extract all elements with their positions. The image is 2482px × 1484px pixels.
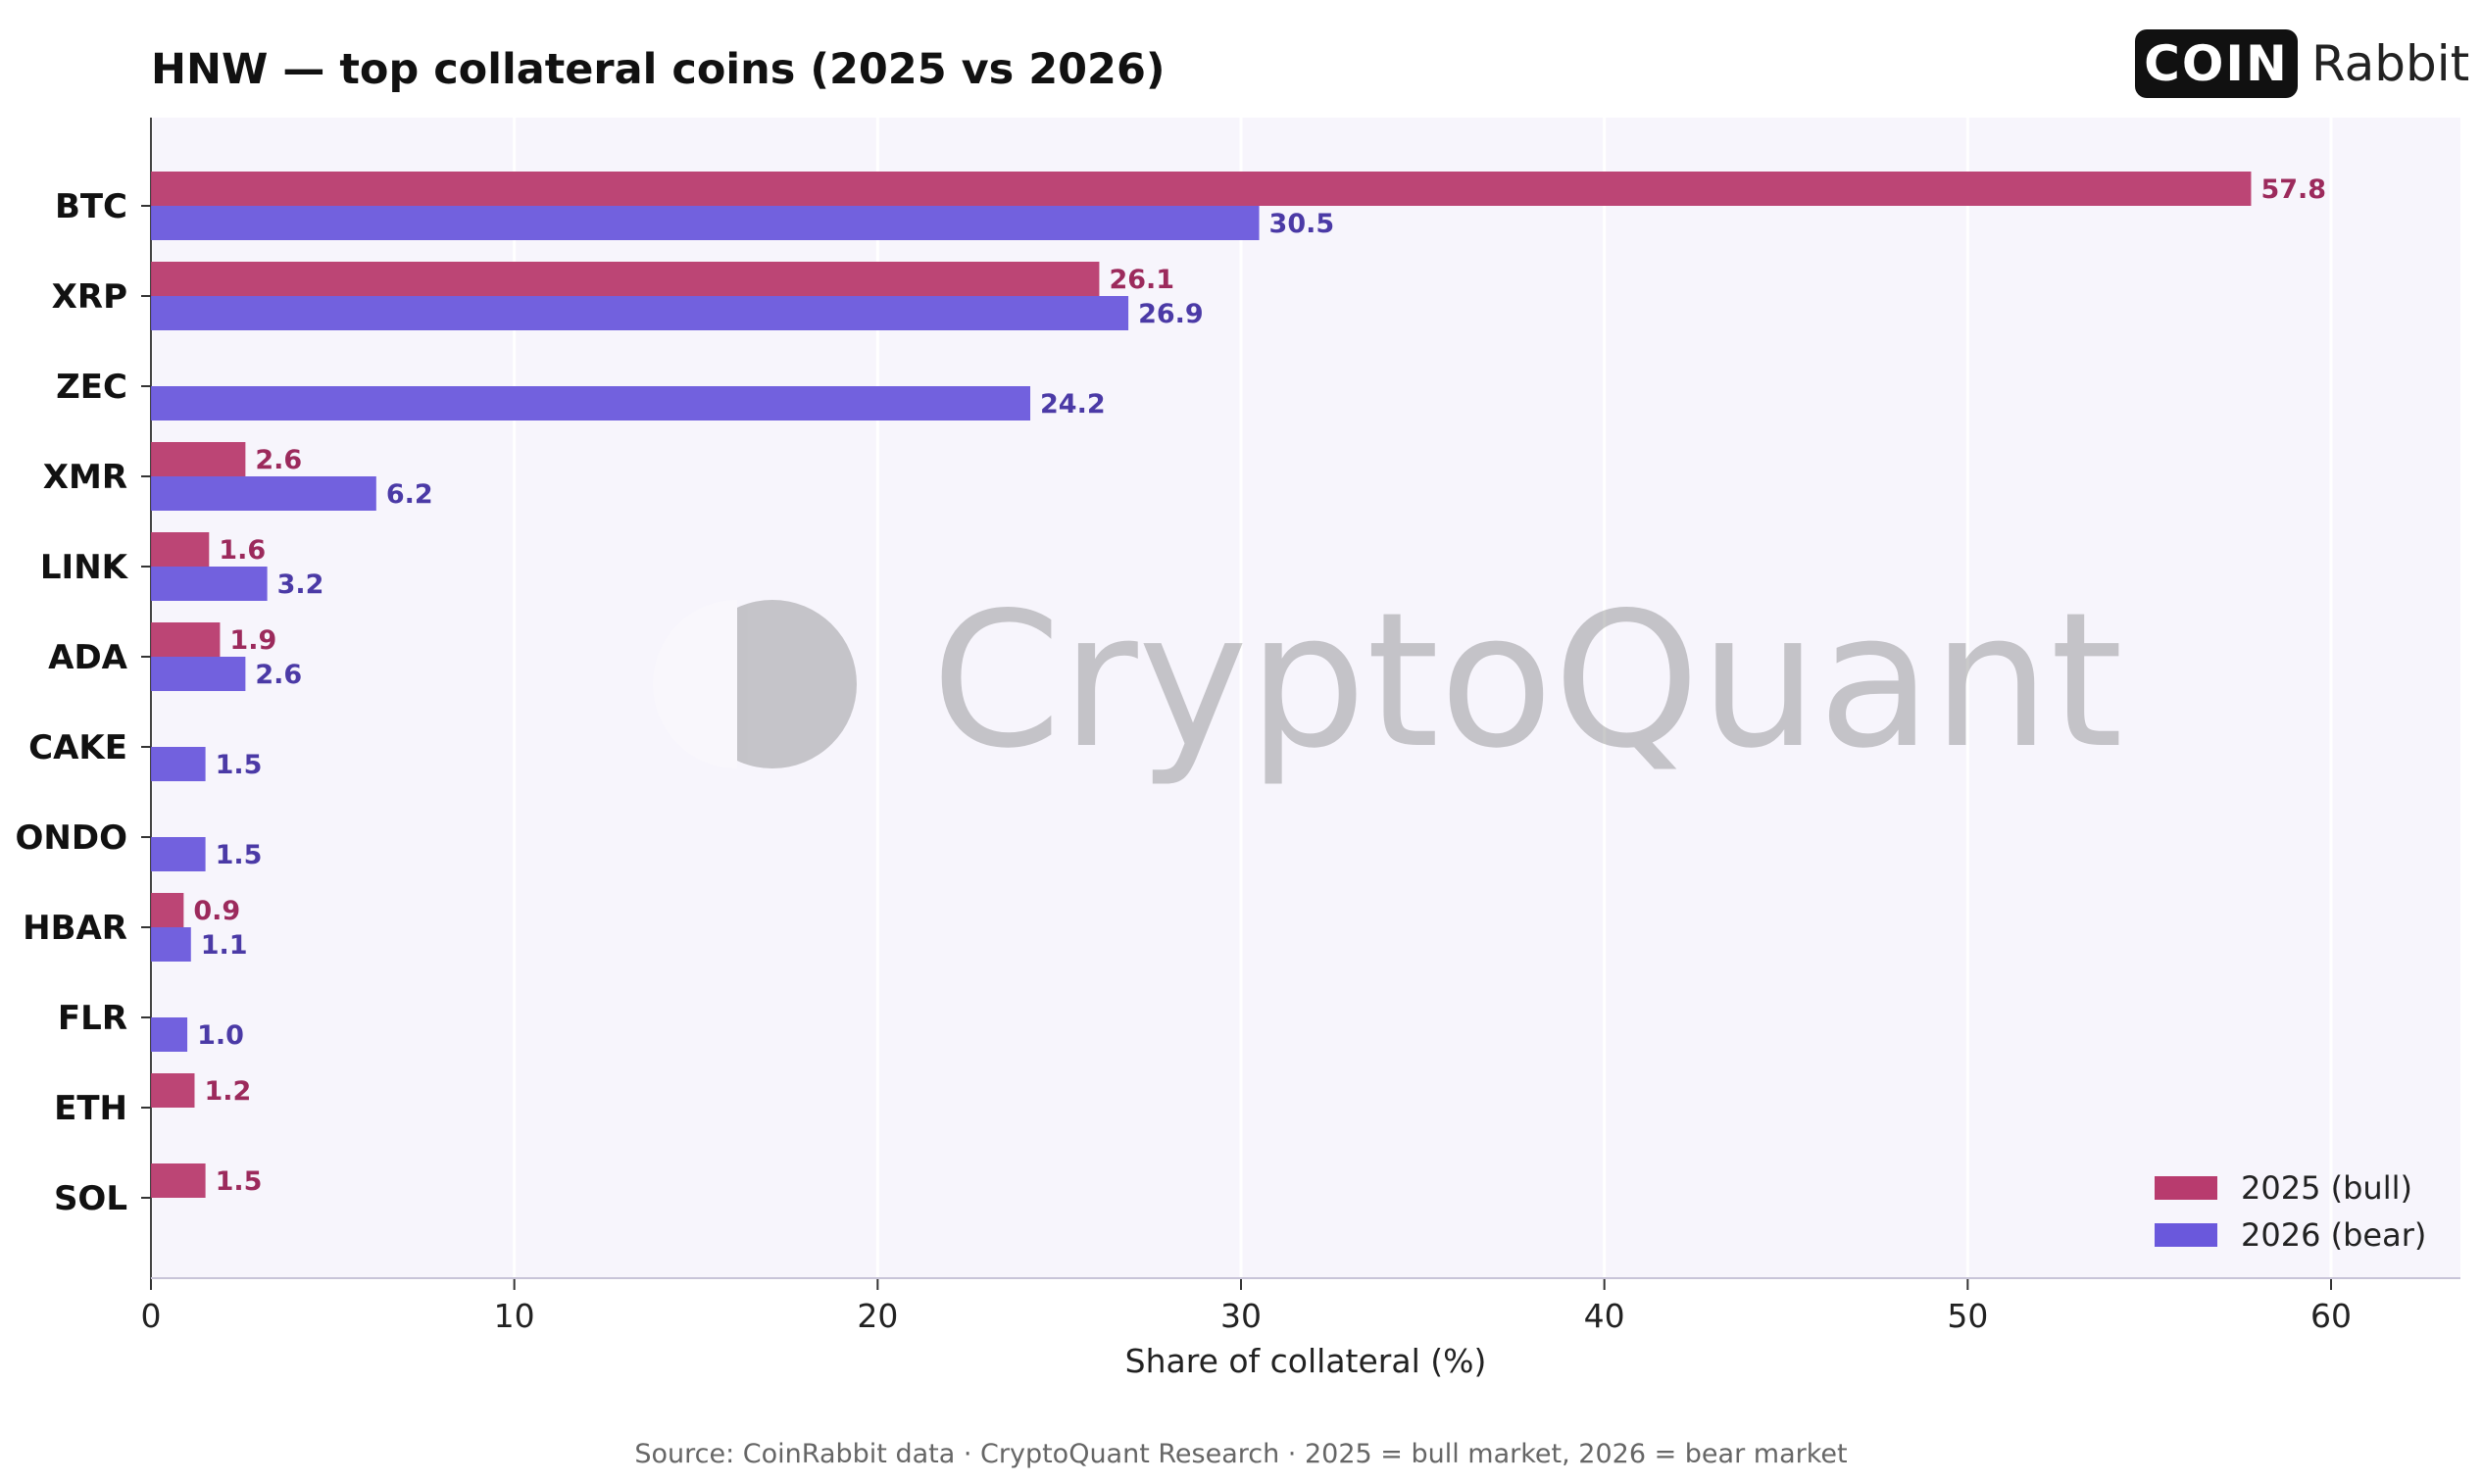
source-note: Source: CoinRabbit data · CryptoQuant Re…	[634, 1439, 1848, 1469]
y-tick-label: ONDO	[16, 818, 127, 858]
bar-value-label: 1.5	[216, 1166, 263, 1197]
bar-value-label: 1.0	[197, 1020, 244, 1051]
y-tick-label: XMR	[43, 458, 127, 497]
y-tick-label: HBAR	[23, 909, 127, 948]
y-tick-label: ZEC	[56, 368, 127, 407]
bar-2026-bear	[151, 476, 376, 511]
x-tick-label: 30	[1220, 1297, 1262, 1335]
chart-title: HNW — top collateral coins (2025 vs 2026…	[151, 45, 1166, 94]
watermark-text: CryptoQuant	[931, 572, 2123, 789]
x-tick-label: 40	[1584, 1297, 1625, 1335]
watermark-logo-icon	[688, 600, 857, 768]
bar-2026-bear	[151, 386, 1031, 420]
bar-2026-bear	[151, 567, 268, 601]
y-tick-label: CAKE	[28, 728, 127, 767]
y-tick-label: ETH	[54, 1089, 127, 1128]
y-tick-label: XRP	[52, 277, 127, 317]
bar-value-label: 1.5	[216, 840, 263, 870]
y-tick-label: FLR	[58, 999, 127, 1038]
bar-2026-bear	[151, 206, 1260, 240]
bar-2026-bear	[151, 927, 191, 962]
y-tick-label: SOL	[54, 1179, 127, 1218]
bar-value-label: 57.8	[2260, 174, 2326, 205]
x-tick-label: 50	[1947, 1297, 1988, 1335]
x-tick-label: 60	[2310, 1297, 2352, 1335]
y-tick-label: ADA	[48, 638, 128, 677]
legend-swatch-bull	[2155, 1176, 2217, 1200]
x-axis-label: Share of collateral (%)	[1124, 1342, 1487, 1380]
bar-value-label: 0.9	[193, 896, 240, 926]
legend-label-bull: 2025 (bull)	[2241, 1169, 2412, 1207]
bar-2026-bear	[151, 747, 206, 781]
legend: 2025 (bull) 2026 (bear)	[2155, 1166, 2458, 1261]
bar-value-label: 1.2	[204, 1076, 251, 1107]
bar-value-label: 24.2	[1040, 389, 1106, 420]
logo-text: Rabbit	[2311, 35, 2470, 92]
bar-value-label: 1.6	[219, 535, 266, 566]
y-tick-label: BTC	[55, 187, 127, 226]
legend-item-bear: 2026 (bear)	[2155, 1213, 2458, 1261]
bar-value-label: 1.9	[229, 625, 276, 656]
bar-2026-bear	[151, 657, 246, 691]
legend-item-bull: 2025 (bull)	[2155, 1166, 2458, 1213]
bar-2025-bull	[151, 442, 246, 476]
bar-2026-bear	[151, 296, 1129, 330]
bar-2025-bull	[151, 1163, 206, 1198]
bar-2025-bull	[151, 1073, 195, 1108]
bar-2025-bull	[151, 622, 221, 657]
bar-value-label: 1.1	[201, 930, 248, 961]
x-tick-label: 0	[141, 1297, 162, 1335]
legend-label-bear: 2026 (bear)	[2241, 1216, 2427, 1254]
bar-2025-bull	[151, 262, 1100, 296]
bar-2025-bull	[151, 893, 184, 927]
bar-value-label: 1.5	[216, 750, 263, 780]
bar-value-label: 6.2	[386, 479, 433, 510]
bar-value-label: 26.1	[1109, 265, 1174, 295]
watermark-logo-cut	[653, 600, 737, 768]
bar-2026-bear	[151, 837, 206, 871]
bar-value-label: 30.5	[1269, 209, 1335, 239]
logo-box-text: COIN	[2135, 29, 2298, 98]
x-tick-label: 20	[857, 1297, 898, 1335]
y-tick-label: LINK	[40, 548, 129, 587]
bar-value-label: 26.9	[1138, 299, 1204, 329]
bar-2025-bull	[151, 172, 2252, 206]
bar-2025-bull	[151, 532, 210, 567]
bar-value-label: 2.6	[255, 445, 302, 475]
bar-2026-bear	[151, 1017, 188, 1052]
x-tick-label: 10	[494, 1297, 535, 1335]
cryptoquant-watermark: CryptoQuant	[653, 572, 2123, 789]
legend-swatch-bear	[2155, 1223, 2217, 1247]
bar-value-label: 2.6	[255, 660, 302, 690]
bar-value-label: 3.2	[277, 569, 324, 600]
